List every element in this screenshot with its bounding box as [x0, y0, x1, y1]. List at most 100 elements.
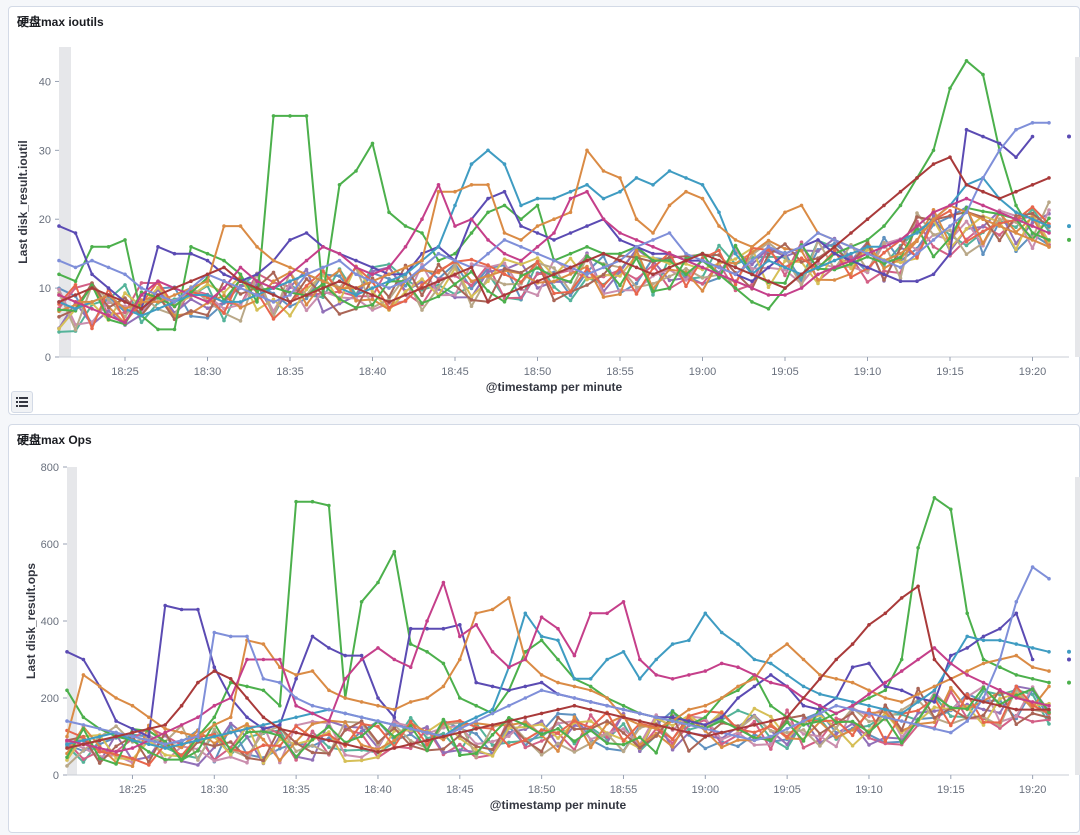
data-point[interactable] [65, 734, 69, 739]
data-point[interactable] [703, 715, 708, 720]
data-point[interactable] [981, 176, 985, 180]
data-point[interactable] [370, 297, 375, 302]
data-point[interactable] [261, 729, 266, 734]
data-point[interactable] [507, 734, 511, 738]
data-point[interactable] [1047, 176, 1051, 180]
data-point[interactable] [898, 203, 903, 208]
data-point[interactable] [601, 272, 606, 277]
data-point[interactable] [271, 300, 276, 304]
data-point[interactable] [832, 278, 837, 282]
data-point[interactable] [965, 673, 969, 677]
data-point[interactable] [65, 742, 69, 746]
data-point[interactable] [425, 725, 429, 729]
data-point[interactable] [57, 224, 61, 228]
data-point[interactable] [801, 696, 806, 700]
data-point[interactable] [1047, 680, 1051, 685]
data-point[interactable] [179, 723, 184, 727]
data-point[interactable] [638, 735, 642, 740]
data-point[interactable] [654, 657, 658, 662]
data-point[interactable] [783, 265, 787, 270]
data-point[interactable] [261, 743, 266, 747]
data-point[interactable] [882, 250, 886, 255]
data-point[interactable] [359, 758, 364, 763]
data-point[interactable] [949, 507, 953, 512]
data-point[interactable] [507, 688, 511, 693]
data-point[interactable] [850, 707, 855, 712]
data-point[interactable] [799, 245, 804, 249]
data-point[interactable] [1030, 246, 1035, 250]
data-point[interactable] [490, 650, 495, 654]
data-point[interactable] [327, 707, 331, 712]
data-point[interactable] [932, 700, 937, 704]
data-point[interactable] [667, 231, 672, 235]
data-point[interactable] [717, 248, 721, 253]
data-point[interactable] [949, 685, 953, 690]
data-point[interactable] [172, 327, 177, 332]
data-point[interactable] [57, 330, 61, 334]
data-point[interactable] [687, 719, 691, 723]
data-point[interactable] [965, 719, 969, 723]
data-point[interactable] [818, 744, 822, 748]
data-point[interactable] [310, 722, 315, 726]
data-point[interactable] [271, 279, 276, 284]
data-point[interactable] [882, 235, 886, 240]
data-point[interactable] [981, 720, 986, 725]
data-point[interactable] [717, 265, 721, 270]
data-point[interactable] [539, 728, 544, 732]
data-point[interactable] [883, 739, 888, 744]
data-point[interactable] [359, 657, 364, 662]
data-point[interactable] [964, 183, 969, 187]
data-point[interactable] [163, 746, 167, 750]
data-point[interactable] [684, 272, 688, 277]
data-point[interactable] [818, 677, 822, 681]
data-point[interactable] [818, 692, 822, 696]
data-point[interactable] [387, 272, 391, 277]
data-point[interactable] [882, 224, 886, 228]
data-point[interactable] [783, 286, 787, 290]
data-point[interactable] [769, 747, 773, 751]
data-point[interactable] [310, 669, 315, 673]
data-point[interactable] [57, 258, 61, 263]
data-point[interactable] [684, 251, 688, 256]
data-point[interactable] [949, 730, 953, 735]
data-point[interactable] [189, 293, 193, 297]
data-point[interactable] [818, 703, 822, 708]
data-point[interactable] [425, 650, 429, 654]
data-point[interactable] [114, 750, 118, 754]
data-point[interactable] [752, 684, 757, 689]
data-point[interactable] [106, 313, 111, 318]
data-point[interactable] [634, 285, 639, 290]
data-point[interactable] [73, 328, 78, 332]
data-point[interactable] [605, 696, 609, 700]
data-point[interactable] [238, 279, 243, 284]
data-point[interactable] [408, 724, 413, 728]
data-point[interactable] [865, 238, 870, 242]
data-point[interactable] [179, 757, 184, 762]
data-point[interactable] [898, 265, 903, 270]
data-point[interactable] [486, 300, 490, 304]
data-point[interactable] [403, 293, 408, 297]
data-point[interactable] [997, 148, 1002, 153]
data-point[interactable] [337, 290, 342, 294]
data-point[interactable] [948, 224, 952, 228]
data-point[interactable] [552, 217, 556, 221]
data-point[interactable] [343, 728, 348, 732]
data-point[interactable] [156, 300, 160, 304]
data-point[interactable] [486, 269, 490, 274]
data-point[interactable] [916, 692, 920, 696]
data-point[interactable] [601, 169, 606, 173]
data-point[interactable] [321, 269, 325, 273]
data-point[interactable] [997, 233, 1002, 237]
data-point[interactable] [441, 717, 446, 722]
data-point[interactable] [883, 684, 888, 689]
data-point[interactable] [703, 611, 708, 616]
data-point[interactable] [687, 673, 691, 677]
data-point[interactable] [97, 761, 102, 765]
data-point[interactable] [964, 243, 969, 248]
data-point[interactable] [425, 738, 429, 743]
data-point[interactable] [1014, 714, 1019, 719]
data-point[interactable] [436, 269, 441, 273]
data-point[interactable] [539, 711, 544, 716]
data-point[interactable] [703, 703, 708, 708]
data-point[interactable] [964, 252, 969, 256]
